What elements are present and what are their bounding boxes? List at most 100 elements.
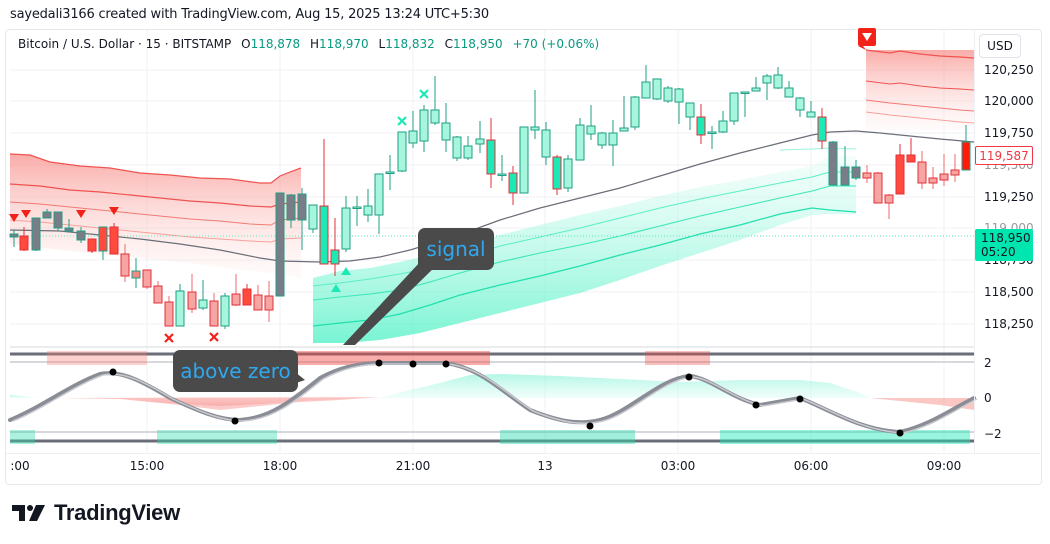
candle — [806, 101, 816, 118]
candle — [430, 76, 440, 125]
candle — [751, 77, 761, 92]
candle — [220, 293, 230, 329]
time-tick: 21:00 — [395, 459, 431, 473]
candle — [209, 293, 219, 327]
candle — [597, 132, 607, 149]
candle — [663, 86, 673, 103]
candle — [497, 155, 507, 181]
signal-callout-text: signal — [426, 237, 486, 261]
moving-average-line — [9, 130, 975, 263]
buy-signal-triangle-icon — [331, 284, 341, 292]
candle — [363, 189, 373, 222]
candle — [31, 217, 41, 251]
candle — [76, 227, 86, 243]
tradingview-logo-icon — [12, 505, 45, 521]
candle — [319, 139, 329, 265]
time-tick: 15:00 — [129, 459, 165, 473]
red-envelope-band-left — [9, 153, 302, 278]
candle — [762, 74, 772, 100]
above-zero-callout: above zero — [173, 350, 298, 392]
pivot-dot — [109, 368, 117, 376]
oscillator-tick: 0 — [984, 391, 992, 405]
pivot-dot — [375, 359, 383, 367]
candle — [828, 141, 838, 186]
candle — [308, 204, 318, 233]
candle — [120, 244, 130, 282]
candle — [374, 173, 384, 234]
last-price-tag: 119,587 — [975, 146, 1033, 165]
candle — [242, 284, 252, 306]
candle — [740, 91, 750, 117]
candle — [817, 108, 827, 149]
price-tick: 120,000 — [984, 94, 1034, 108]
price-tick: 118,250 — [984, 317, 1034, 331]
signal-markers — [9, 28, 876, 343]
candle — [519, 126, 529, 194]
candle — [641, 65, 651, 99]
candle — [385, 155, 395, 190]
candle — [851, 160, 861, 180]
currency-selector[interactable]: USD — [979, 34, 1021, 58]
candle — [917, 151, 927, 189]
tradingview-logo-text: TradingView — [54, 500, 180, 525]
candle — [42, 209, 52, 219]
candle — [9, 230, 19, 247]
pivot-dot — [409, 360, 417, 368]
price-tick: 118,500 — [984, 285, 1034, 299]
candle — [707, 126, 717, 149]
price-tick: 120,250 — [984, 63, 1034, 77]
bar-countdown: 05:20 — [981, 245, 1016, 259]
candle — [131, 258, 141, 288]
price-change: +70 (+0.06%) — [512, 37, 600, 51]
teal-cross-icon — [397, 116, 407, 126]
candlestick-series — [9, 65, 971, 329]
red-envelope-band-right — [865, 49, 975, 130]
candle — [541, 122, 551, 165]
candle — [408, 111, 418, 148]
candle — [463, 136, 473, 160]
candle — [64, 219, 74, 232]
sell-signal-triangle-icon — [21, 210, 31, 218]
candle — [530, 90, 540, 139]
time-tick: :00 — [10, 459, 30, 473]
oscillator-pivot-dots — [109, 359, 904, 437]
symbol-legend[interactable]: Bitcoin / U.S. Dollar · 15 · BITSTAMP O1… — [18, 37, 599, 51]
candle — [187, 274, 197, 313]
high-label: H — [310, 37, 320, 51]
above-zero-callout-text: above zero — [180, 359, 291, 383]
candle — [164, 296, 174, 327]
candle — [608, 120, 618, 166]
candle — [98, 226, 108, 260]
time-axis-separator — [6, 453, 1040, 454]
candle — [652, 78, 662, 100]
sell-flag-icon — [858, 28, 876, 50]
high-value: 118,970 — [319, 37, 369, 51]
candle — [950, 154, 960, 182]
candle — [87, 238, 97, 253]
candle — [475, 121, 485, 153]
candle — [419, 105, 429, 152]
candle — [231, 274, 241, 306]
oscillator-pane — [8, 351, 978, 444]
candle — [862, 165, 872, 183]
current-price-tag: 118,950 05:20 — [975, 229, 1033, 261]
chart-caption: sayedali3166 created with TradingView.co… — [10, 7, 489, 22]
red-cross-icon — [164, 333, 174, 343]
candle — [19, 227, 29, 251]
close-label: C — [444, 37, 454, 51]
red-cross-icon — [209, 332, 219, 342]
sell-signal-triangle-icon — [9, 214, 19, 222]
candle — [795, 97, 805, 117]
candle — [619, 96, 629, 132]
candle — [330, 218, 340, 276]
tradingview-logo[interactable]: TradingView — [12, 500, 180, 526]
sell-signal-triangle-icon — [76, 210, 86, 218]
candle — [352, 196, 362, 226]
candle — [630, 96, 640, 130]
teal-envelope-band — [312, 147, 857, 343]
candle — [563, 155, 573, 192]
candle — [961, 125, 971, 171]
time-tick: 09:00 — [926, 459, 962, 473]
pivot-dot — [685, 373, 693, 381]
low-value: 118,832 — [385, 37, 435, 51]
